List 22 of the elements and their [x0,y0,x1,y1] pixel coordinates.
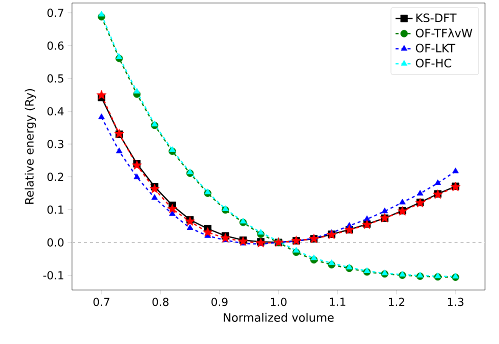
x-tick-label: 0.8 [152,298,168,306]
x-tick-label: 1.0 [270,298,287,306]
y-tick-label: 0.0 [47,238,64,247]
y-tick-label: 0.5 [47,74,64,83]
y-axis-title: Relative energy (Ry) [24,89,36,204]
x-tick-label: 1.3 [448,298,464,306]
y-tick-label: -0.1 [43,271,64,280]
y-tick-label: 0.1 [47,205,64,214]
y-tick-label: 0.6 [47,41,64,50]
x-axis-title: Normalized volume [224,312,334,322]
x-tick-label: 0.7 [93,298,110,306]
y-tick-label: 0.3 [47,140,64,148]
legend-label: OF-HC [416,58,452,68]
y-tick-label: 0.4 [47,107,64,116]
legend-label: OF-TFλvW [416,28,472,38]
x-tick-label: 1.1 [330,298,346,306]
legend-label: KS-DFT [416,13,457,22]
legend-label: OF-LKT [416,44,456,52]
y-tick-label: 0.2 [47,172,64,181]
y-tick-label: 0.7 [47,8,64,17]
x-tick-label: 1.2 [388,298,404,306]
x-tick-label: 0.9 [211,298,228,306]
